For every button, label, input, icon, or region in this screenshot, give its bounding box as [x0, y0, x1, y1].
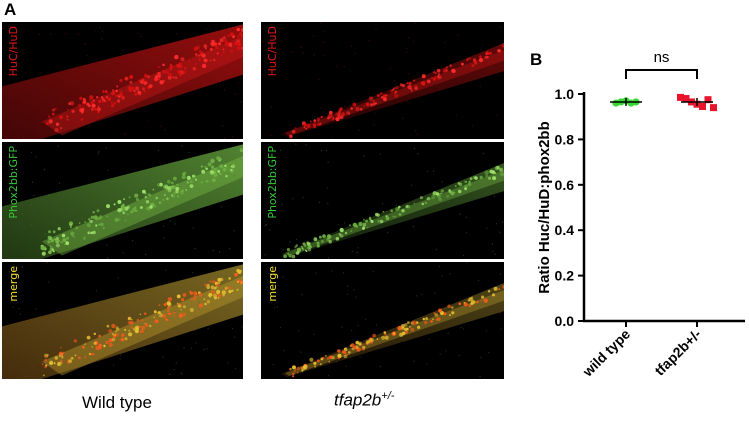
x-category-label: wild type [579, 326, 634, 381]
micrograph-mutant-phox2bb: Phox2bb:GFP [261, 142, 504, 259]
data-point [677, 93, 684, 101]
significance-label: ns [654, 49, 670, 66]
caption-wild-type: Wild type [82, 393, 152, 412]
micrograph-wildtype-merge: merge [2, 262, 243, 379]
y-tick-label: 1.0 [555, 86, 575, 102]
micrograph-wildtype-hucd: HuC/HuD [2, 22, 243, 139]
panel-a-label: A [4, 0, 17, 19]
ratio-chart-svg: 0.0 0.2 0.4 0.6 0.8 1.0 Ratio Huc/HuD:phox2bb w… [536, 49, 745, 381]
data-point [682, 95, 690, 103]
data-point [699, 102, 706, 110]
micrograph-label: Phox2bb:GFP [7, 146, 20, 219]
data-point [704, 96, 712, 104]
y-tick-label: 0.8 [555, 131, 575, 147]
y-axis-title: Ratio Huc/HuD:phox2bb [536, 121, 553, 294]
y-tick-label: 0.4 [555, 222, 575, 238]
y-tick-label: 0.2 [555, 268, 575, 284]
caption-mutant-gene: tfap2b [334, 390, 382, 410]
micrograph-wildtype-phox2bb: Phox2bb:GFP [2, 142, 243, 259]
micrograph-mutant-merge: merge [261, 262, 504, 379]
micrograph-label: HuC/HuD [266, 26, 279, 77]
micrograph-label: HuC/HuD [7, 26, 20, 77]
micrograph-mutant-hucd: HuC/HuD [261, 22, 504, 139]
data-point [710, 104, 717, 112]
y-tick-label: 0.6 [555, 177, 575, 193]
panel-b-label: B [530, 50, 543, 69]
caption-mutant-genotype: +/- [381, 390, 395, 402]
y-tick-label: 0.0 [555, 313, 575, 329]
micrograph-label: merge [7, 266, 20, 302]
ratio-chart: 0.0 0.2 0.4 0.6 0.8 1.0 Ratio Huc/HuD:phox2bb w… [530, 40, 749, 417]
x-category-label: tfap2b+/- [651, 326, 704, 379]
micrograph-label: merge [266, 266, 279, 302]
significance-bracket [625, 69, 698, 79]
caption-mutant: tfap2b+/- [334, 390, 394, 411]
micrograph-label: Phox2bb:GFP [266, 146, 279, 219]
